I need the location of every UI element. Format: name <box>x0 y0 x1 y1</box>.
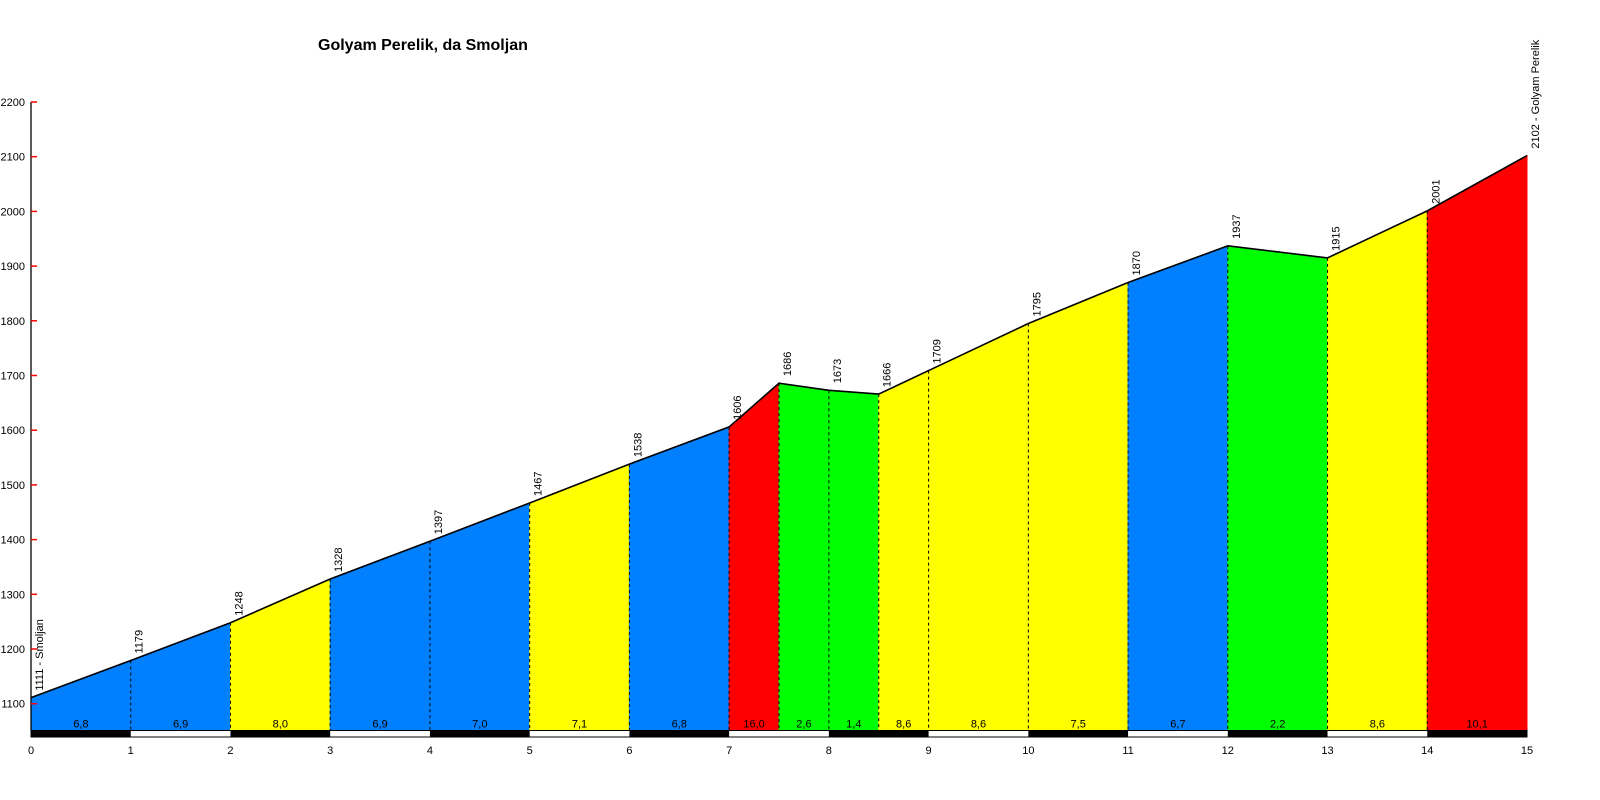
y-axis-label: 1300 <box>1 589 25 601</box>
profile-segment-fill <box>429 502 531 731</box>
elevation-label: 1795 <box>1031 292 1043 316</box>
grade-label: 8,6 <box>971 719 986 731</box>
elevation-label: 1870 <box>1131 251 1143 275</box>
grade-label: 8,0 <box>273 719 288 731</box>
km-bar-black-segment <box>1427 730 1527 737</box>
km-bar-black-segment <box>31 730 131 737</box>
grade-label: 6,7 <box>1170 719 1185 731</box>
elevation-label: 1937 <box>1231 214 1243 238</box>
grade-label: 2,6 <box>796 719 811 731</box>
profile-segment-fill <box>529 463 630 731</box>
grade-label: 10,1 <box>1466 719 1487 731</box>
profile-segment-fill <box>778 382 830 731</box>
km-bar-black-segment <box>1227 730 1328 737</box>
y-axis-label: 1900 <box>1 261 25 273</box>
elevation-label: 1467 <box>533 471 545 495</box>
grade-label: 6,9 <box>173 719 188 731</box>
grade-label: 7,5 <box>1071 719 1086 731</box>
x-axis-label: 14 <box>1421 745 1433 757</box>
y-axis-label: 1100 <box>1 699 25 711</box>
km-bar-black-segment <box>629 730 730 737</box>
profile-outline <box>30 154 1528 699</box>
chart-title: Golyam Perelik, da Smoljan <box>318 37 528 54</box>
profile-segment-fill <box>1027 281 1129 731</box>
y-axis-label: 1800 <box>1 316 25 328</box>
elevation-label: 1666 <box>882 363 894 387</box>
grade-label: 7,1 <box>572 719 587 731</box>
elevation-label: 2102 - Golyam Perelik <box>1530 39 1542 148</box>
profile-segment-fill <box>928 322 1029 731</box>
x-axis-label: 15 <box>1521 745 1533 757</box>
profile-segment-fill <box>828 389 880 731</box>
x-axis-label: 6 <box>626 745 632 757</box>
grade-label: 7,0 <box>472 719 487 731</box>
profile-segment-fill <box>1327 210 1428 731</box>
y-axis-label: 2000 <box>1 206 25 218</box>
profile-segment-fill <box>728 382 780 731</box>
x-axis-label: 5 <box>527 745 533 757</box>
y-axis-label: 2200 <box>1 97 25 109</box>
elevation-label: 1397 <box>433 510 445 534</box>
y-axis-label: 1600 <box>1 425 25 437</box>
elevation-label: 1686 <box>782 352 794 376</box>
elevation-label: 1179 <box>134 630 146 654</box>
grade-label: 6,8 <box>672 719 687 731</box>
x-axis-label: 1 <box>128 745 134 757</box>
x-axis-label: 8 <box>826 745 832 757</box>
x-axis-label: 4 <box>427 745 433 757</box>
elevation-label: 1111 - Smoljan <box>34 619 46 691</box>
grade-label: 8,6 <box>1370 719 1385 731</box>
grade-label: 1,4 <box>846 719 861 731</box>
elevation-label: 1673 <box>832 359 844 383</box>
elevation-label: 2001 <box>1430 179 1442 203</box>
profile-segment-fill <box>628 426 730 731</box>
x-axis-label: 9 <box>926 745 932 757</box>
km-bar-black-segment <box>429 730 530 737</box>
x-axis-label: 7 <box>726 745 732 757</box>
profile-segment-fill <box>878 369 930 731</box>
x-axis-label: 0 <box>28 745 34 757</box>
km-bar-black-segment <box>1028 730 1129 737</box>
km-bar-black-segment <box>230 730 331 737</box>
x-axis-label: 10 <box>1022 745 1034 757</box>
km-bar-black-segment <box>828 730 929 737</box>
y-axis-label: 1700 <box>1 371 25 383</box>
elevation-label: 1328 <box>333 547 345 571</box>
y-axis-label: 1400 <box>1 535 25 547</box>
x-axis-label: 13 <box>1321 745 1333 757</box>
x-axis-label: 12 <box>1222 745 1234 757</box>
elevation-label: 1248 <box>233 591 245 615</box>
x-axis-label: 3 <box>327 745 333 757</box>
y-axis-label: 2100 <box>1 152 25 164</box>
grade-label: 2,2 <box>1270 719 1285 731</box>
x-axis-label: 2 <box>227 745 233 757</box>
grade-label: 6,9 <box>372 719 387 731</box>
grade-label: 16,0 <box>743 719 764 731</box>
x-axis-label: 11 <box>1122 745 1133 757</box>
grade-label: 8,6 <box>896 719 911 731</box>
profile-segment-fill <box>1426 154 1528 731</box>
elevation-label: 1538 <box>632 433 644 457</box>
grade-label: 6,8 <box>73 719 88 731</box>
elevation-label: 1606 <box>732 395 744 419</box>
y-axis-label: 1500 <box>1 480 25 492</box>
profile-segment-fill <box>1227 245 1329 731</box>
elevation-label: 1915 <box>1331 226 1343 250</box>
y-axis-label: 1200 <box>1 644 25 656</box>
elevation-label: 1709 <box>932 339 944 363</box>
profile-segment-fill <box>1127 245 1229 731</box>
